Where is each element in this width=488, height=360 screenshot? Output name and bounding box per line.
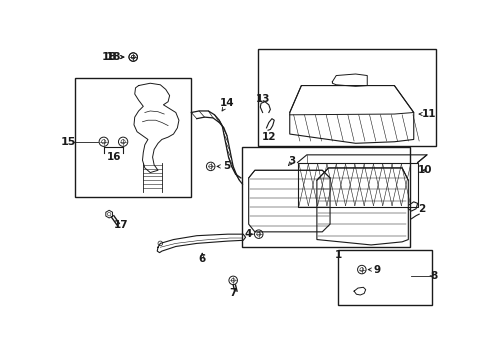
Text: 15: 15 [61,137,77,147]
Text: 18: 18 [106,52,122,62]
Text: 4: 4 [244,229,252,239]
Bar [297,163,417,207]
Text: 13: 13 [256,94,270,104]
Bar [258,49,435,145]
Text: 3: 3 [288,156,295,166]
Text: 18: 18 [101,52,117,62]
Text: 12: 12 [261,132,276,142]
Text: 9: 9 [373,265,380,275]
Text: 6: 6 [198,254,205,264]
Bar [75,78,191,197]
Text: 1: 1 [334,250,342,260]
Text: 5: 5 [223,161,230,171]
Text: 8: 8 [429,271,437,281]
Text: 10: 10 [417,165,432,175]
Text: 2: 2 [417,204,424,214]
Text: 17: 17 [114,220,129,230]
Text: 7: 7 [229,288,236,298]
Bar [337,249,431,305]
Text: 16: 16 [106,152,121,162]
Bar [242,147,409,247]
Text: 14: 14 [219,98,234,108]
Text: 11: 11 [421,109,436,119]
